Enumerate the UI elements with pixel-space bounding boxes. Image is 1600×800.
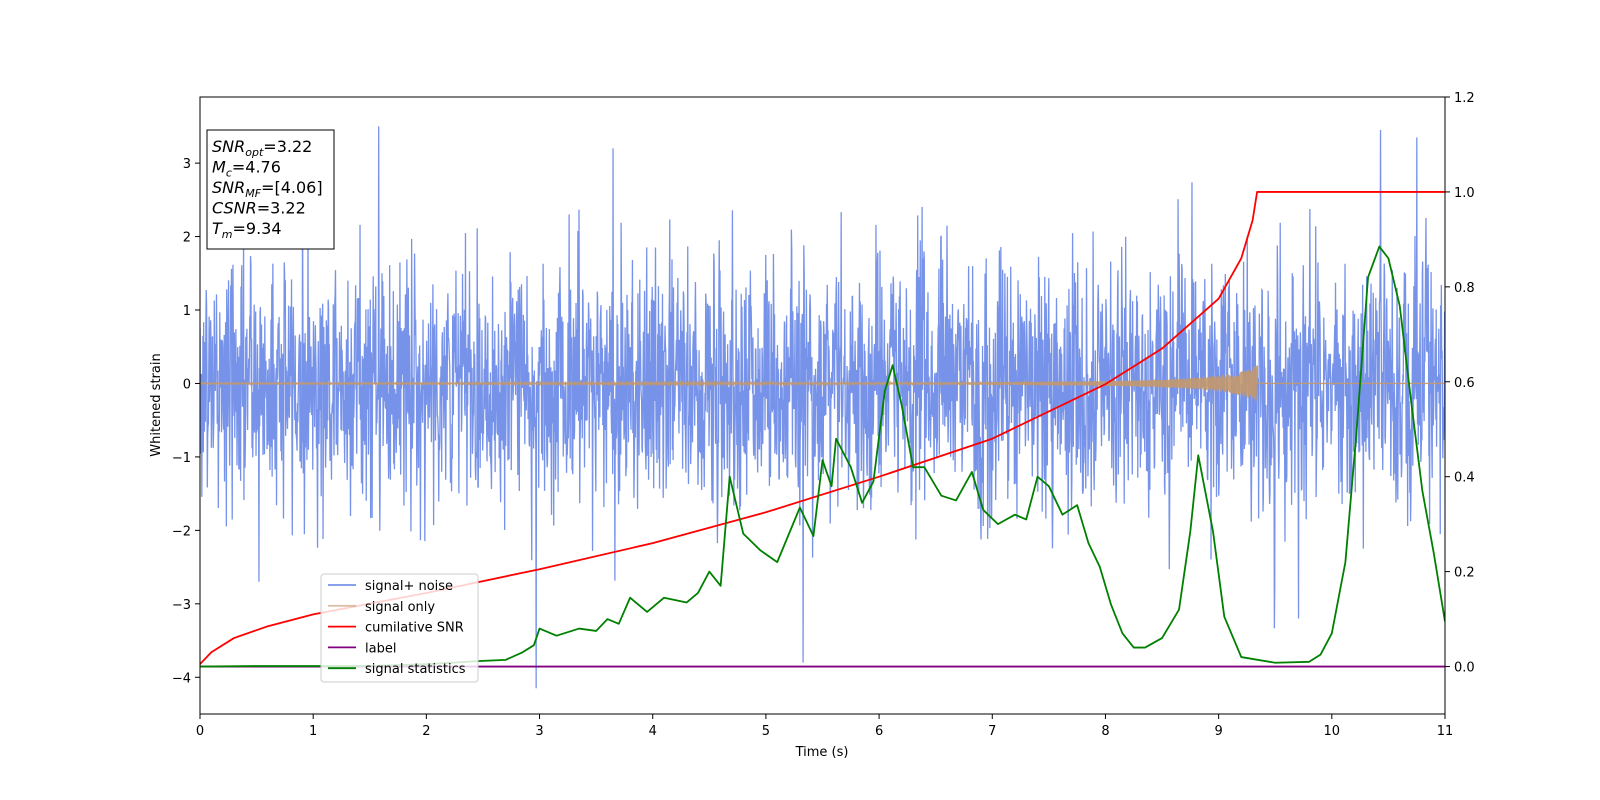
series-signal-statistics [200,245,1445,668]
legend-label: signal only [365,600,435,615]
series-signal-noise [200,126,1445,689]
y-axis-title: Whitened strain [149,353,164,456]
y-left-tick-label: 3 [183,157,191,172]
x-axis: 0 1 2 3 4 5 6 7 8 9 10 11 [196,714,1453,739]
y-right-tick-label: 1.2 [1454,91,1475,106]
x-tick-label: 8 [1101,724,1109,739]
legend-label: cumilative SNR [365,621,464,636]
y-right-tick-label: 1.0 [1454,186,1475,201]
x-axis-title: Time (s) [795,745,849,760]
annotation-line: SNRMF=[4.06] [212,178,323,200]
annotation-box [206,129,335,250]
series-signal-only [200,365,1445,401]
annotation-line: CSNR=3.22 [212,199,306,218]
y-left-tick-label: 0 [183,377,191,392]
y-right-tick-label: 0.8 [1454,281,1475,296]
x-tick-label: 9 [1214,724,1222,739]
y-right-tick-label: 0.2 [1454,566,1475,581]
x-tick-label: 4 [649,724,657,739]
y-left-tick-label: −4 [172,671,191,686]
x-tick-label: 2 [422,724,430,739]
legend-label: signal statistics [365,662,466,677]
annotation-line: Tm=9.34 [212,219,282,241]
legend-label: signal+ noise [365,579,453,594]
x-tick-label: 10 [1324,724,1341,739]
y-right-tick-label: 0.0 [1454,661,1475,676]
plot-frame [199,96,1446,715]
legend-label: label [365,641,396,656]
y-axis-left: −4 −3 −2 −1 0 1 2 3 [172,157,200,686]
y-axis-right: 0.0 0.2 0.4 0.6 0.8 1.0 1.2 [1445,91,1475,676]
annotation-line: SNRopt=3.22 [212,137,312,159]
series-cumulative-snr [200,191,1445,665]
x-tick-label: 11 [1437,724,1454,739]
y-left-tick-label: 2 [183,231,191,246]
y-right-tick-label: 0.6 [1454,376,1475,391]
legend-box [320,573,479,683]
stats-annotation: SNRopt=3.22Mc=4.76SNRMF=[4.06]CSNR=3.22T… [206,129,335,250]
y-left-tick-label: −1 [172,451,191,466]
x-tick-label: 1 [309,724,317,739]
legend: signal+ noise signal only cumilative SNR la… [320,573,479,683]
annotation-line: Mc=4.76 [212,158,281,180]
x-tick-label: 6 [875,724,883,739]
y-right-tick-label: 0.4 [1454,471,1475,486]
x-tick-label: 3 [535,724,543,739]
y-left-tick-label: −3 [172,598,191,613]
y-left-tick-label: 1 [183,304,191,319]
y-left-tick-label: −2 [172,524,191,539]
x-tick-label: 7 [988,724,996,739]
x-tick-label: 0 [196,724,204,739]
x-tick-label: 5 [762,724,770,739]
